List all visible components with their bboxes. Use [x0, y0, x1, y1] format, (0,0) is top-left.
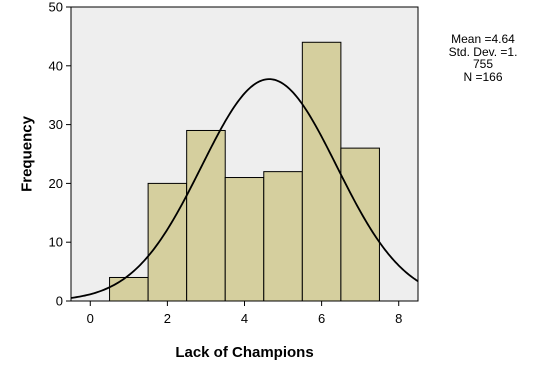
x-axis-title: Lack of Champions — [175, 344, 313, 361]
x-tick-label-4: 4 — [241, 311, 248, 326]
x-tick-label-2: 2 — [164, 311, 171, 326]
stats-mean: Mean =4.64 — [451, 32, 515, 46]
histogram-bar-5 — [263, 171, 303, 302]
y-tick-label-30: 30 — [49, 117, 63, 132]
stats-std-dev: Std. Dev. =1. — [448, 44, 518, 59]
x-axis: 0 2 4 6 8 — [87, 301, 402, 326]
y-tick-label-0: 0 — [56, 294, 63, 309]
histogram-bar-4 — [224, 177, 265, 302]
histogram-bar-7 — [340, 147, 380, 302]
x-tick-label-8: 8 — [395, 311, 402, 326]
histogram-bar-2 — [147, 182, 188, 302]
histogram-bar-1 — [109, 276, 149, 302]
x-tick-label-0: 0 — [87, 311, 94, 326]
y-tick-label-50: 50 — [49, 0, 63, 15]
histogram-bars — [109, 41, 380, 302]
y-tick-label-10: 10 — [49, 235, 63, 250]
statistics-summary: Mean =4.64 Std. Dev. =1. 755 N =166 — [420, 33, 546, 83]
histogram-bar-6 — [301, 41, 342, 302]
y-axis: 0 10 20 30 40 50 — [49, 0, 71, 309]
normal-curve — [70, 78, 419, 299]
stats-n: N =166 — [463, 69, 503, 84]
y-tick-label-20: 20 — [49, 176, 63, 191]
y-tick-label-40: 40 — [49, 58, 63, 73]
x-tick-label-6: 6 — [318, 311, 325, 326]
stats-std-dev-continued: 755 — [472, 57, 494, 71]
y-axis-title: Frequency — [18, 115, 35, 192]
